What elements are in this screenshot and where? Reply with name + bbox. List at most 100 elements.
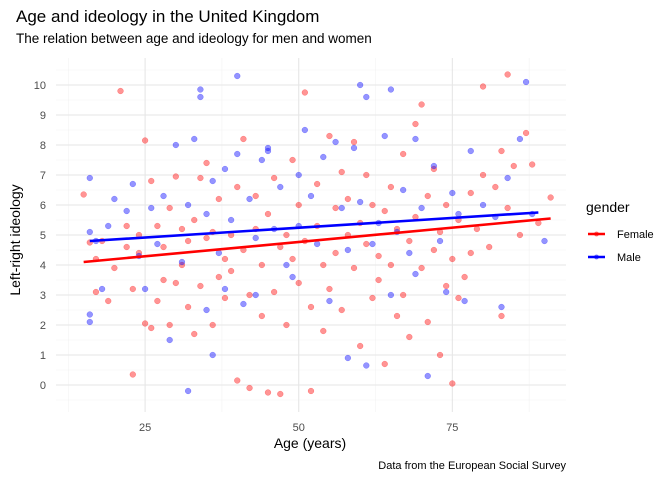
point-male xyxy=(369,240,376,248)
point-male xyxy=(191,135,198,143)
point-male xyxy=(541,237,548,245)
point-male xyxy=(387,291,394,299)
point-female xyxy=(258,261,265,269)
x-axis-title: Age (years) xyxy=(274,435,346,451)
point-female xyxy=(400,150,407,158)
point-female xyxy=(338,168,345,176)
legend: gender Female Male xyxy=(586,199,654,264)
point-female xyxy=(209,321,216,329)
point-male xyxy=(234,150,241,158)
point-female xyxy=(363,171,370,179)
point-female xyxy=(117,87,124,95)
point-female xyxy=(154,297,161,305)
point-female xyxy=(357,342,364,350)
y-tick-label: 9 xyxy=(40,110,46,122)
point-female xyxy=(510,162,517,170)
point-male xyxy=(387,86,394,93)
point-male xyxy=(344,354,351,362)
point-male xyxy=(178,258,186,266)
trend-line-female xyxy=(83,217,551,264)
point-female xyxy=(479,83,487,90)
grid-lines xyxy=(56,58,566,412)
y-tick-label: 0 xyxy=(40,380,46,392)
point-female xyxy=(289,255,296,263)
point-female xyxy=(320,327,327,335)
point-male xyxy=(412,135,419,143)
point-female xyxy=(154,222,161,230)
point-male xyxy=(105,222,112,230)
point-male xyxy=(412,270,419,278)
point-male xyxy=(307,192,315,200)
point-female xyxy=(283,321,290,329)
chart-caption: Data from the European Social Survey xyxy=(378,460,566,472)
point-female xyxy=(295,201,302,209)
point-female xyxy=(363,240,370,248)
point-male xyxy=(283,261,290,269)
point-male xyxy=(98,285,106,293)
point-male xyxy=(203,306,210,314)
legend-key-point-female xyxy=(594,231,599,237)
point-male xyxy=(467,147,474,155)
point-male xyxy=(141,285,149,293)
point-female xyxy=(418,264,425,272)
point-male xyxy=(357,81,364,89)
point-male xyxy=(430,162,437,170)
point-female xyxy=(332,249,339,257)
point-male xyxy=(338,204,345,212)
point-female xyxy=(252,192,259,200)
point-female xyxy=(406,333,413,341)
point-female xyxy=(228,267,235,275)
point-female xyxy=(123,222,130,230)
point-male xyxy=(234,72,241,80)
point-female xyxy=(473,225,481,233)
point-male xyxy=(406,249,413,257)
chart-title: Age and ideology in the United Kingdom xyxy=(16,7,319,26)
y-tick-label: 3 xyxy=(40,290,46,302)
point-female xyxy=(191,216,198,224)
point-male xyxy=(221,165,229,173)
point-female xyxy=(381,360,388,368)
point-female xyxy=(203,234,210,242)
point-female xyxy=(406,237,413,245)
point-female xyxy=(191,330,198,338)
point-female xyxy=(387,183,394,191)
point-female xyxy=(375,252,382,260)
point-female xyxy=(240,135,247,143)
point-female xyxy=(246,384,253,392)
point-male xyxy=(449,189,456,197)
point-female xyxy=(350,138,358,146)
point-male xyxy=(240,300,247,308)
point-female xyxy=(461,273,468,281)
point-female xyxy=(178,225,186,233)
point-female xyxy=(172,173,179,180)
point-female xyxy=(326,132,333,140)
point-male xyxy=(86,174,93,182)
point-male xyxy=(504,174,511,182)
trend-line-male xyxy=(89,211,539,243)
point-male xyxy=(357,198,364,206)
x-tick-label: 75 xyxy=(446,422,458,434)
y-axis-ticks: 0 1 2 3 4 5 6 7 8 9 10 xyxy=(34,80,46,392)
point-female xyxy=(381,207,388,215)
point-male xyxy=(197,93,204,101)
point-female xyxy=(234,377,241,384)
point-female xyxy=(492,183,499,191)
point-female xyxy=(443,201,450,209)
y-tick-label: 8 xyxy=(40,140,46,152)
point-female xyxy=(80,191,87,198)
point-male xyxy=(246,195,253,203)
point-male xyxy=(436,237,444,245)
point-female xyxy=(418,101,425,108)
point-female xyxy=(326,285,333,293)
point-female xyxy=(504,71,511,78)
point-female xyxy=(271,288,278,296)
point-male xyxy=(344,246,351,254)
point-female xyxy=(504,204,511,212)
legend-items: Female Male xyxy=(588,229,654,264)
y-tick-label: 5 xyxy=(40,230,46,242)
point-female xyxy=(400,291,407,299)
point-female xyxy=(123,243,130,251)
x-axis-ticks: 25 50 75 xyxy=(139,422,458,434)
point-female xyxy=(522,129,530,137)
point-male xyxy=(498,303,505,311)
